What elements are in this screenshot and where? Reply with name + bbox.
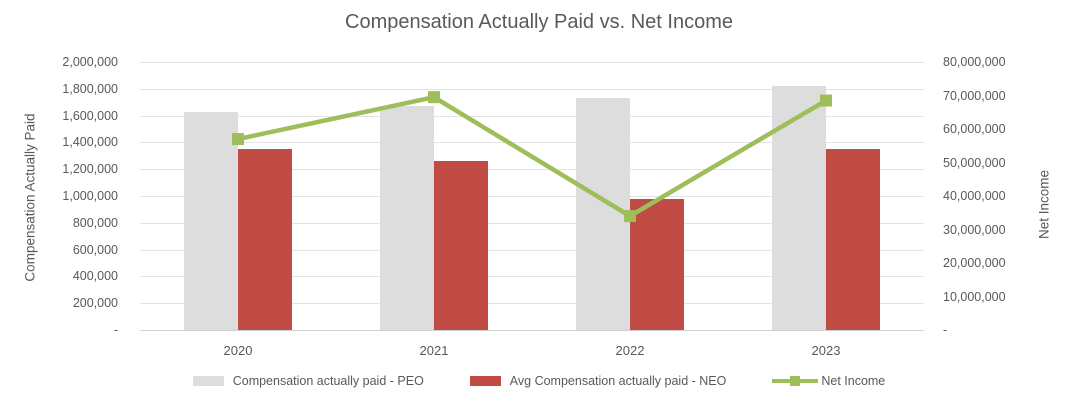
legend-label: Compensation actually paid - PEO — [232, 374, 424, 388]
net-income-marker-2023 — [820, 94, 832, 107]
legend-item-peo: Compensation actually paid - PEO — [192, 374, 424, 388]
left-axis-tick: - — [113, 323, 118, 337]
legend-label: Avg Compensation actually paid - NEO — [509, 374, 727, 388]
gridline — [140, 303, 924, 305]
gridline — [140, 222, 924, 224]
bar-neo-2020 — [238, 149, 292, 330]
plot-area — [140, 62, 924, 331]
right-axis-title: Net Income — [1036, 169, 1052, 240]
right-axis-tick: 50,000,000 — [943, 155, 1006, 170]
left-axis-tick: 1,000,000 — [62, 189, 118, 203]
left-axis-title: Compensation Actually Paid — [22, 113, 38, 282]
right-axis-tick: - — [943, 323, 948, 337]
gridline — [140, 276, 924, 278]
left-axis-tick: 1,600,000 — [62, 108, 118, 123]
net-income-marker-2020 — [232, 133, 244, 146]
legend-item-neo: Avg Compensation actually paid - NEO — [469, 374, 727, 388]
x-axis-tick-2022: 2022 — [615, 343, 645, 358]
x-axis-tick-2021: 2021 — [419, 343, 449, 358]
left-axis-tick: 1,400,000 — [62, 135, 118, 150]
x-axis-tick-2023: 2023 — [811, 343, 841, 358]
right-axis-tick: 10,000,000 — [943, 289, 1006, 304]
legend-line-square-icon — [790, 376, 801, 386]
net-income-line-layer — [232, 91, 832, 223]
right-axis-tick: 30,000,000 — [943, 222, 1006, 237]
bar-peo-2020 — [184, 111, 238, 330]
left-axis-tick: 800,000 — [72, 215, 118, 230]
left-axis-tick: 600,000 — [72, 242, 118, 257]
legend: Compensation actually paid - PEO Avg Comp… — [0, 374, 1078, 388]
gridline — [140, 169, 924, 171]
gridline — [140, 88, 924, 90]
right-axis-tick: 70,000,000 — [943, 88, 1006, 103]
right-axis-tick: 20,000,000 — [943, 256, 1006, 270]
bar-peo-2021 — [380, 106, 434, 330]
bar-neo-2022 — [630, 198, 684, 330]
left-axis-tick: 1,800,000 — [62, 81, 118, 96]
net-income-marker-2021 — [428, 91, 440, 104]
left-axis-tick: 200,000 — [72, 296, 118, 311]
x-axis-line — [140, 330, 924, 331]
legend-swatch-icon — [469, 376, 501, 386]
legend-line-marker-icon — [772, 376, 819, 386]
chart-title: Compensation Actually Paid vs. Net Incom… — [345, 11, 733, 33]
gridline — [140, 62, 924, 63]
gridline — [140, 196, 924, 197]
right-axis-tick: 80,000,000 — [943, 55, 1006, 69]
net-income-line — [237, 94, 828, 219]
legend-item-net-income: Net Income — [772, 374, 885, 388]
legend-label: Net Income — [821, 374, 886, 388]
gridline — [140, 142, 924, 144]
legend-swatch-icon — [192, 376, 224, 386]
left-axis-tick: 1,200,000 — [62, 162, 118, 177]
left-axis-tick: 400,000 — [72, 269, 118, 284]
left-axis-tick: 2,000,000 — [62, 55, 118, 69]
right-axis-tick: 40,000,000 — [943, 189, 1006, 203]
net-income-marker-2022 — [624, 210, 636, 223]
right-axis-tick: 60,000,000 — [943, 122, 1006, 136]
bar-neo-2023 — [826, 149, 880, 330]
gridline — [140, 115, 924, 117]
gridline — [140, 249, 924, 251]
bar-neo-2021 — [434, 161, 488, 330]
bar-peo-2022 — [576, 98, 630, 330]
x-axis-tick-2020: 2020 — [223, 343, 253, 358]
